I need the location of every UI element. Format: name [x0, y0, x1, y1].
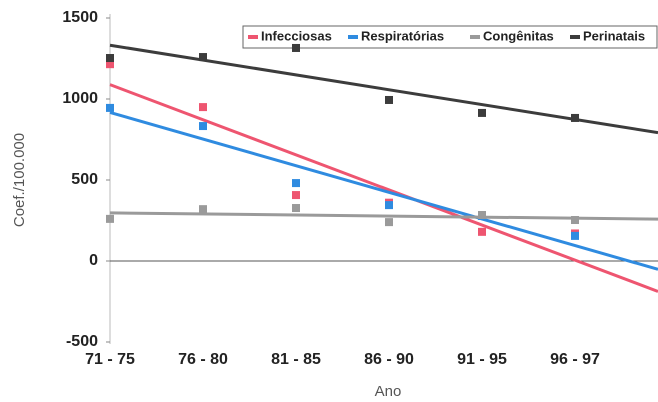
point: [571, 113, 579, 122]
point: [292, 179, 300, 188]
point: [478, 108, 486, 117]
point: [571, 216, 579, 225]
x-tick-label: 86 - 90: [364, 351, 414, 368]
x-tick-label: 81 - 85: [271, 351, 321, 368]
point: [385, 95, 393, 104]
x-tick-label: 96 - 97: [550, 351, 600, 368]
legend-box: [242, 25, 658, 49]
y-tick-label: 500: [71, 171, 98, 188]
point: [199, 103, 207, 112]
point: [571, 231, 579, 240]
point: [106, 103, 114, 112]
x-tick-label: 76 - 80: [178, 351, 228, 368]
point: [292, 43, 300, 52]
point: [292, 204, 300, 213]
point: [199, 53, 207, 62]
trend-line: [109, 111, 658, 271]
legend-label: Infecciosas: [261, 28, 332, 43]
legend-label: Congênitas: [483, 28, 554, 43]
y-tick-label: 0: [89, 252, 98, 269]
point: [385, 218, 393, 227]
x-tick-label: 91 - 95: [457, 351, 507, 368]
point: [478, 210, 486, 219]
trend-line: [109, 83, 658, 293]
y-axis-title: Coef./100.000: [11, 133, 28, 227]
point: [106, 54, 114, 63]
x-tick-label: 71 - 75: [85, 351, 135, 368]
point: [199, 205, 207, 214]
point: [292, 191, 300, 200]
point: [385, 201, 393, 210]
trend-line: [109, 211, 658, 221]
y-tick-label: 1000: [62, 90, 98, 107]
point: [478, 227, 486, 236]
legend-label: Respiratórias: [361, 28, 444, 43]
y-tick-label: -500: [66, 333, 98, 350]
x-axis-title: Ano: [375, 383, 402, 400]
y-tick-label: 1500: [62, 9, 98, 26]
point: [106, 214, 114, 223]
point: [106, 60, 114, 69]
legend-label: Perinatais: [583, 28, 645, 43]
point: [199, 122, 207, 131]
